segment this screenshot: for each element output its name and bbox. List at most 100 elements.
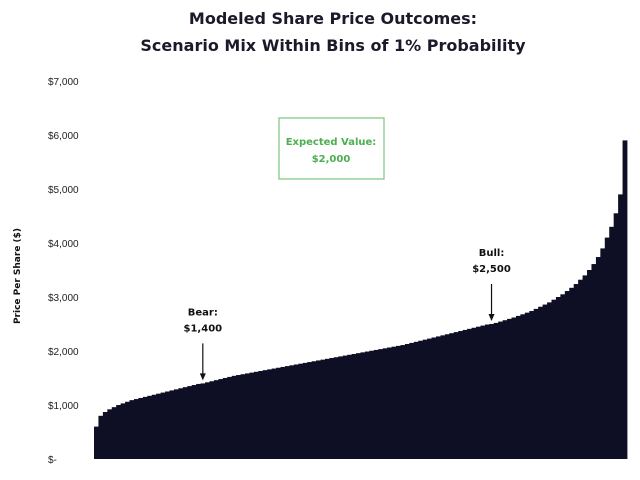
bar (120, 403, 126, 459)
bar (453, 332, 459, 459)
bar (280, 366, 286, 459)
bar (356, 353, 361, 459)
bar (427, 338, 432, 459)
bar (271, 368, 277, 459)
bar (333, 357, 339, 459)
bar (129, 400, 135, 459)
bar (400, 345, 406, 459)
bar (382, 348, 388, 459)
bar (94, 426, 99, 459)
bar (360, 352, 366, 459)
bar (378, 349, 384, 459)
bar (560, 294, 566, 459)
annotation-value: $1,400 (184, 323, 223, 334)
y-tick-label: $2,000 (48, 347, 79, 358)
bar (409, 342, 415, 459)
bar (111, 407, 117, 459)
bar (529, 311, 535, 459)
bar (236, 375, 241, 459)
bar (489, 324, 495, 459)
annotation-label: Bull: (479, 248, 505, 259)
bar (387, 347, 392, 459)
bar (555, 297, 561, 459)
annotation-arrow-head (199, 373, 206, 381)
bar (169, 390, 175, 459)
bar (311, 361, 317, 459)
bar (613, 213, 619, 459)
bar (373, 349, 379, 459)
bar (587, 270, 592, 459)
bar (249, 372, 255, 459)
bar (347, 354, 353, 459)
bar (484, 324, 490, 459)
bar (276, 367, 281, 459)
bar (533, 308, 539, 459)
annotation-label: Bear: (188, 307, 218, 318)
bar (320, 359, 326, 459)
expected-value-box (278, 117, 385, 180)
bar (293, 364, 299, 459)
bar (578, 279, 583, 459)
bar (436, 336, 441, 459)
bar (422, 339, 428, 459)
bar (449, 333, 455, 459)
bar (227, 376, 233, 459)
bar (418, 340, 424, 459)
bar (604, 237, 610, 459)
bar (205, 382, 210, 459)
bar (564, 291, 570, 459)
bar (156, 393, 162, 459)
bar (502, 320, 508, 459)
bar (480, 325, 486, 459)
bar (538, 306, 544, 459)
bar (595, 257, 601, 459)
bar (396, 345, 401, 459)
bar (196, 383, 201, 459)
bar (107, 409, 113, 459)
bar (547, 302, 552, 459)
bar (138, 397, 144, 459)
bar (324, 358, 330, 459)
bar (440, 335, 446, 459)
bar (475, 326, 481, 459)
bar (258, 370, 264, 459)
bar (582, 275, 588, 459)
expected-value-amount: $2,000 (312, 154, 351, 165)
bar (151, 394, 157, 459)
bar (507, 318, 512, 459)
bar (609, 226, 615, 459)
bar (218, 379, 224, 459)
expected-value-label: Expected Value: (286, 137, 377, 148)
bar (102, 412, 108, 459)
bar (316, 360, 321, 459)
bar (262, 370, 268, 459)
bar (551, 299, 557, 459)
bar (404, 343, 410, 459)
expected-value-callout: Expected Value: $2,000 (278, 117, 385, 180)
bar (307, 362, 313, 459)
bar (191, 385, 197, 459)
y-tick-label: $7,000 (48, 77, 79, 88)
annotation-arrow-head (488, 314, 495, 321)
bar (133, 399, 139, 459)
y-tick-label: $1,000 (48, 401, 79, 412)
bar (498, 321, 504, 459)
bar (231, 375, 237, 459)
bar (515, 315, 521, 459)
bar (542, 304, 548, 459)
bar (213, 380, 219, 459)
bar (253, 371, 259, 459)
bar (284, 366, 290, 459)
bar (200, 383, 206, 459)
bar (520, 314, 526, 459)
bar (622, 140, 628, 459)
bar (240, 374, 246, 459)
y-tick-label: $5,000 (48, 185, 79, 196)
bar (222, 378, 228, 459)
bar (351, 353, 357, 459)
bar (511, 317, 517, 459)
chart-title-line-1: Modeled Share Price Outcomes: (189, 9, 477, 28)
bar (125, 401, 130, 459)
bar (591, 264, 597, 459)
bar (369, 350, 375, 459)
